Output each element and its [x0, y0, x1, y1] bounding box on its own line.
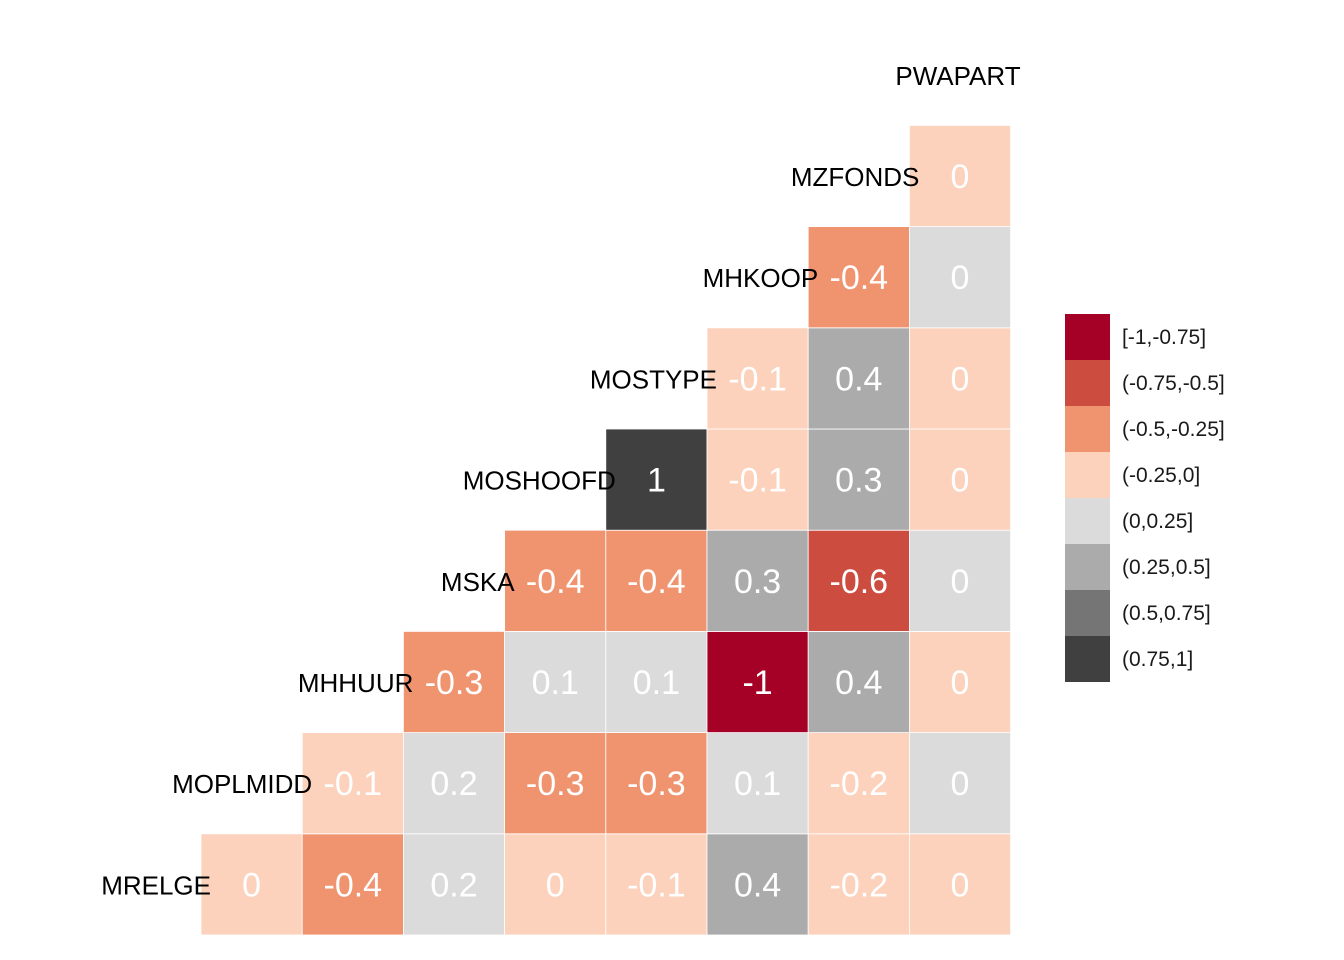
heatmap-cell-mhhuur-moshoofd	[605, 631, 708, 734]
legend: [-1,-0.75] (-0.75,-0.5] (-0.5,-0.25] (-0.25…	[1065, 314, 1225, 682]
cell-value-label: -0.3	[425, 664, 484, 702]
heatmap-cell-moplmidd-mostype	[706, 732, 809, 835]
heatmap-cell-mhhuur-mzfonds	[909, 631, 1012, 734]
cell-value-label: 0.1	[532, 664, 579, 702]
heatmap-cell-mostype-mostype	[706, 327, 809, 430]
heatmap-cell-mhhuur-mostype	[706, 631, 809, 734]
variable-label-pwapart: PWAPART	[895, 61, 1020, 91]
cell-value-label: -0.4	[324, 866, 383, 904]
legend-label: (-0.25,0]	[1122, 464, 1200, 487]
cell-value-label: -0.3	[627, 765, 686, 803]
heatmap-cell-mrelge-mzfonds	[909, 833, 1012, 936]
legend-key-1	[1065, 360, 1110, 406]
heatmap-cell-moplmidd-moplmidd	[301, 732, 404, 835]
heatmap-cell-mrelge-moshoofd	[605, 833, 708, 936]
heatmap-cell-mostype-mzfonds	[909, 327, 1012, 430]
heatmap-cell-mska-mhkoop	[807, 529, 910, 632]
variable-label-mrelge: MRELGE	[101, 870, 211, 900]
cell-value-label: -0.2	[830, 765, 889, 803]
legend-label: (0.25,0.5]	[1122, 556, 1211, 579]
variable-label-mostype: MOSTYPE	[590, 364, 717, 394]
cell-value-label: 0	[951, 158, 970, 196]
heatmap-cell-mrelge-moplmidd	[301, 833, 404, 936]
heatmap-cell-mrelge-mostype	[706, 833, 809, 936]
cell-value-label: 0	[546, 866, 565, 904]
cell-value-label: 0.4	[734, 866, 781, 904]
cell-value-label: 0.3	[835, 462, 882, 500]
cell-value-label: 0.1	[633, 664, 680, 702]
heatmap-cell-mzfonds-mzfonds	[909, 125, 1012, 227]
cell-value-label: 0.3	[734, 563, 781, 601]
legend-key-7	[1065, 636, 1110, 682]
cell-value-label: 0	[951, 866, 970, 904]
cell-value-label: 0	[951, 462, 970, 500]
legend-label: [-1,-0.75]	[1122, 326, 1206, 349]
cell-value-label: 0	[951, 259, 970, 297]
cell-value-label: -1	[742, 664, 772, 702]
legend-label: (-0.75,-0.5]	[1122, 372, 1225, 395]
cell-value-label: 0.1	[734, 765, 781, 803]
cell-value-label: 0.4	[835, 664, 882, 702]
heatmap-cell-moshoofd-mzfonds	[909, 428, 1012, 531]
legend-key-4	[1065, 498, 1110, 544]
heatmap-cell-mhkoop-mzfonds	[909, 226, 1012, 329]
cell-value-label: -0.1	[728, 462, 787, 500]
heatmap-cell-mhhuur-mhhuur	[402, 631, 505, 734]
cell-value-label: -0.6	[830, 563, 889, 601]
cell-value-label: 0	[951, 765, 970, 803]
cell-value-label: 1	[647, 462, 666, 500]
heatmap-cell-mhhuur-mska	[504, 631, 607, 734]
cell-value-label: -0.1	[324, 765, 383, 803]
legend-key-0	[1065, 314, 1110, 360]
cell-value-label: 0.4	[835, 360, 882, 398]
legend-key-2	[1065, 406, 1110, 452]
variable-labels: MRELGE MOPLMIDD MHHUUR MSKA MOSHOOFD MOSTYPE M…	[101, 61, 1021, 901]
variable-label-moplmidd: MOPLMIDD	[172, 769, 312, 799]
heatmap-cells: 0 -0.4 0.2 0 -0.1 0.4 -0.2 0 -0.1 0.2 -0.3 -0.3 0.1 -…	[200, 125, 1012, 936]
heatmap-cell-moshoofd-mostype	[706, 428, 809, 531]
cell-value-label: -0.1	[728, 360, 787, 398]
heatmap-cell-moplmidd-mhhuur	[402, 732, 505, 835]
variable-label-mska: MSKA	[441, 567, 515, 597]
legend-label: (0,0.25]	[1122, 510, 1193, 533]
variable-label-moshoofd: MOSHOOFD	[463, 466, 616, 496]
legend-key-3	[1065, 452, 1110, 498]
legend-key-6	[1065, 590, 1110, 636]
heatmap-cell-mska-mzfonds	[909, 529, 1012, 632]
cell-value-label: 0	[951, 563, 970, 601]
heatmap-cell-mhkoop-mhkoop	[807, 226, 910, 329]
cell-value-label: -0.4	[526, 563, 585, 601]
cell-value-label: -0.4	[830, 259, 889, 297]
heatmap-cell-mska-mska	[504, 529, 607, 632]
heatmap-cell-mrelge-mrelge	[200, 833, 303, 936]
cell-value-label: -0.4	[627, 563, 686, 601]
heatmap-cell-mhhuur-mhkoop	[807, 631, 910, 734]
heatmap-cell-moshoofd-mhkoop	[807, 428, 910, 531]
heatmap-cell-moshoofd-moshoofd	[605, 428, 708, 531]
heatmap-cell-moplmidd-moshoofd	[605, 732, 708, 835]
heatmap-cell-moplmidd-mzfonds	[909, 732, 1012, 835]
cell-value-label: 0	[951, 664, 970, 702]
legend-label: (0.5,0.75]	[1122, 602, 1211, 625]
variable-label-mhhuur: MHHUUR	[298, 668, 414, 698]
cell-value-label: -0.2	[830, 866, 889, 904]
legend-label: (0.75,1]	[1122, 648, 1193, 671]
cell-value-label: -0.3	[526, 765, 585, 803]
variable-label-mzfonds: MZFONDS	[791, 162, 920, 192]
variable-label-mhkoop: MHKOOP	[703, 263, 819, 293]
cell-value-label: 0.2	[430, 765, 477, 803]
legend-key-5	[1065, 544, 1110, 590]
heatmap-cell-mska-moshoofd	[605, 529, 708, 632]
heatmap-cell-mrelge-mhkoop	[807, 833, 910, 936]
cell-value-label: -0.1	[627, 866, 686, 904]
cell-value-label: 0	[242, 866, 261, 904]
cell-value-label: 0	[951, 360, 970, 398]
heatmap-cell-mrelge-mska	[504, 833, 607, 936]
cell-value-label: 0.2	[430, 866, 477, 904]
legend-label: (-0.5,-0.25]	[1122, 418, 1225, 441]
